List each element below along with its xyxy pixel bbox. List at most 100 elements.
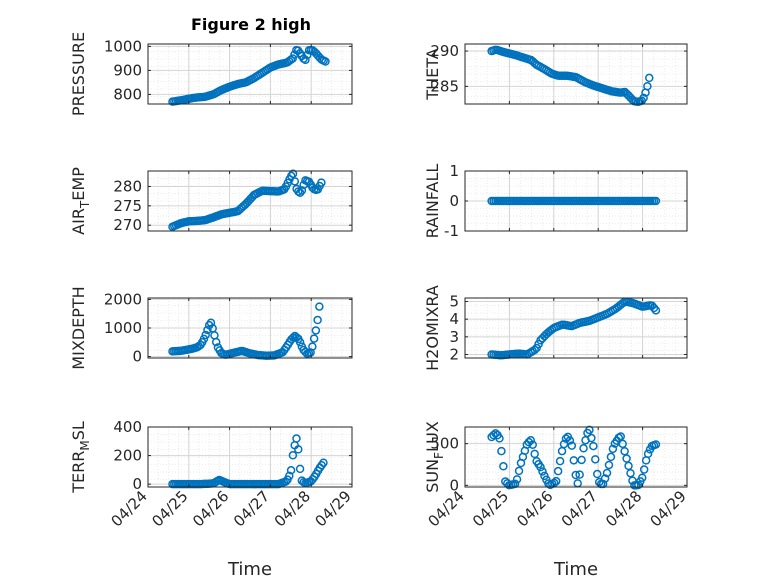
data-point bbox=[569, 456, 579, 465]
y-tick-label: 2000 bbox=[104, 290, 142, 308]
data-point bbox=[319, 458, 328, 467]
data-point bbox=[643, 449, 653, 459]
data-point bbox=[203, 325, 212, 335]
data-point bbox=[604, 460, 614, 470]
y-axis-label: PRESSURE bbox=[69, 32, 88, 116]
data-point bbox=[571, 470, 580, 480]
axes-frame bbox=[147, 170, 353, 232]
data-point bbox=[620, 446, 629, 456]
y-tick-label: 285 bbox=[430, 77, 459, 95]
y-tick-label: 1 bbox=[449, 162, 459, 180]
data-point bbox=[317, 178, 326, 187]
x-tick-label: 04/26 bbox=[513, 487, 556, 530]
data-point bbox=[199, 334, 209, 344]
data-point bbox=[288, 451, 298, 460]
data-point bbox=[591, 455, 600, 464]
data-point bbox=[551, 476, 561, 486]
data-point bbox=[315, 302, 324, 311]
y-axis-label: H2OMIXRA bbox=[423, 285, 442, 371]
data-point bbox=[592, 469, 602, 479]
y-axis-label: RAINFALL bbox=[423, 164, 442, 239]
data-point bbox=[528, 440, 537, 449]
data-point bbox=[608, 444, 618, 454]
y-axis-label: MIXDEPTH bbox=[69, 286, 88, 369]
data-point bbox=[206, 318, 216, 327]
y-tick-label: 1000 bbox=[104, 37, 142, 55]
y-axis-label: TERRMSL bbox=[69, 421, 92, 494]
data-series bbox=[168, 434, 328, 489]
data-point bbox=[495, 434, 504, 443]
data-point bbox=[285, 471, 294, 481]
data-point bbox=[567, 441, 577, 450]
x-tick-label: 04/26 bbox=[189, 487, 232, 530]
y-tick-label: 800 bbox=[113, 85, 142, 103]
y-tick-label: 280 bbox=[113, 177, 142, 195]
data-series bbox=[168, 169, 326, 231]
data-point bbox=[295, 188, 305, 198]
data-point bbox=[297, 186, 307, 195]
data-series bbox=[487, 297, 661, 360]
data-point bbox=[651, 440, 661, 449]
axes-frame bbox=[464, 297, 688, 359]
y-tick-label: 2 bbox=[449, 345, 459, 363]
data-point bbox=[618, 299, 627, 308]
data-point bbox=[645, 73, 654, 83]
x-tick-label: 04/25 bbox=[148, 487, 191, 530]
axes-frame bbox=[147, 426, 353, 488]
data-point bbox=[622, 454, 631, 463]
y-tick-label: 290 bbox=[430, 42, 459, 60]
data-point bbox=[526, 436, 536, 445]
y-tick-label: 0 bbox=[449, 476, 459, 494]
axes-frame bbox=[464, 43, 688, 105]
data-point bbox=[321, 57, 330, 66]
data-series bbox=[487, 196, 661, 206]
data-point bbox=[606, 452, 616, 462]
data-point bbox=[651, 196, 661, 206]
data-point bbox=[600, 474, 610, 483]
y-tick-label: 0 bbox=[132, 348, 142, 366]
data-point bbox=[616, 432, 625, 441]
y-tick-label: 900 bbox=[113, 61, 142, 79]
data-point bbox=[579, 444, 588, 453]
axes-frame bbox=[147, 43, 353, 105]
y-tick-label: -1 bbox=[444, 222, 459, 240]
data-point bbox=[497, 446, 506, 456]
data-point bbox=[512, 475, 522, 484]
data-point bbox=[308, 342, 317, 351]
data-point bbox=[211, 337, 221, 347]
x-tick-label: 04/27 bbox=[230, 487, 273, 530]
data-point bbox=[585, 425, 594, 435]
data-point bbox=[294, 187, 303, 196]
data-point bbox=[288, 169, 298, 179]
data-point bbox=[294, 445, 303, 454]
x-tick-label: 04/29 bbox=[312, 487, 355, 530]
data-point bbox=[587, 433, 596, 443]
data-point bbox=[286, 466, 296, 475]
data-point bbox=[626, 468, 635, 478]
subplot-4: -1 0 1 RAINFALL bbox=[423, 162, 688, 240]
y-tick-label: 275 bbox=[113, 197, 142, 215]
data-point bbox=[559, 439, 569, 449]
data-series bbox=[487, 45, 654, 107]
data-point bbox=[311, 326, 321, 335]
data-point bbox=[602, 468, 612, 478]
x-axis-label: Time bbox=[227, 559, 272, 580]
x-tick-label: 04/28 bbox=[271, 487, 314, 530]
data-point bbox=[575, 470, 584, 479]
data-point bbox=[295, 338, 305, 347]
y-tick-label: 0 bbox=[132, 475, 142, 493]
x-tick-label: 04/27 bbox=[558, 487, 601, 530]
axes-frame bbox=[464, 426, 688, 488]
y-axis-label: AIRTEMP bbox=[69, 167, 92, 235]
y-tick-label: 500 bbox=[430, 435, 459, 453]
y-tick-label: 270 bbox=[113, 216, 142, 234]
data-point bbox=[637, 473, 647, 482]
x-tick-label: 04/25 bbox=[469, 487, 512, 530]
data-point bbox=[309, 334, 319, 343]
subplot-1: 800 900 1000 PRESSURE bbox=[69, 32, 353, 116]
data-point bbox=[536, 462, 545, 472]
y-tick-label: 1000 bbox=[104, 319, 142, 337]
